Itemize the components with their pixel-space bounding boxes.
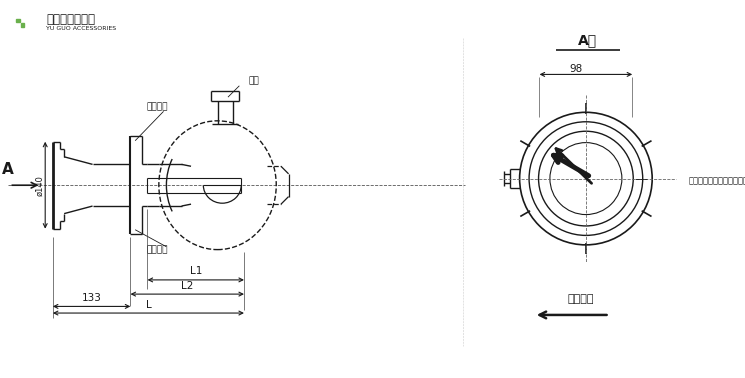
Text: A: A — [2, 162, 14, 177]
Text: 密封垫圈: 密封垫圈 — [146, 245, 168, 254]
Text: 133: 133 — [82, 293, 101, 303]
Text: L1: L1 — [189, 266, 202, 276]
Text: L2: L2 — [181, 280, 194, 291]
Bar — [21, 23, 25, 27]
Text: 动板起始位置（无流量时）: 动板起始位置（无流量时） — [688, 176, 745, 185]
Text: 油流方向: 油流方向 — [568, 294, 595, 304]
Text: 玉国变压器配件: 玉国变压器配件 — [46, 13, 95, 26]
Text: 98: 98 — [570, 64, 583, 74]
Text: L: L — [145, 299, 151, 310]
Text: 安装法兰: 安装法兰 — [146, 102, 168, 111]
Text: YU GUO ACCESSORIES: YU GUO ACCESSORIES — [46, 26, 116, 31]
Text: 接管: 接管 — [248, 77, 259, 85]
Text: ø140: ø140 — [35, 175, 44, 196]
Text: A向: A向 — [578, 33, 597, 47]
Bar — [16, 19, 19, 22]
